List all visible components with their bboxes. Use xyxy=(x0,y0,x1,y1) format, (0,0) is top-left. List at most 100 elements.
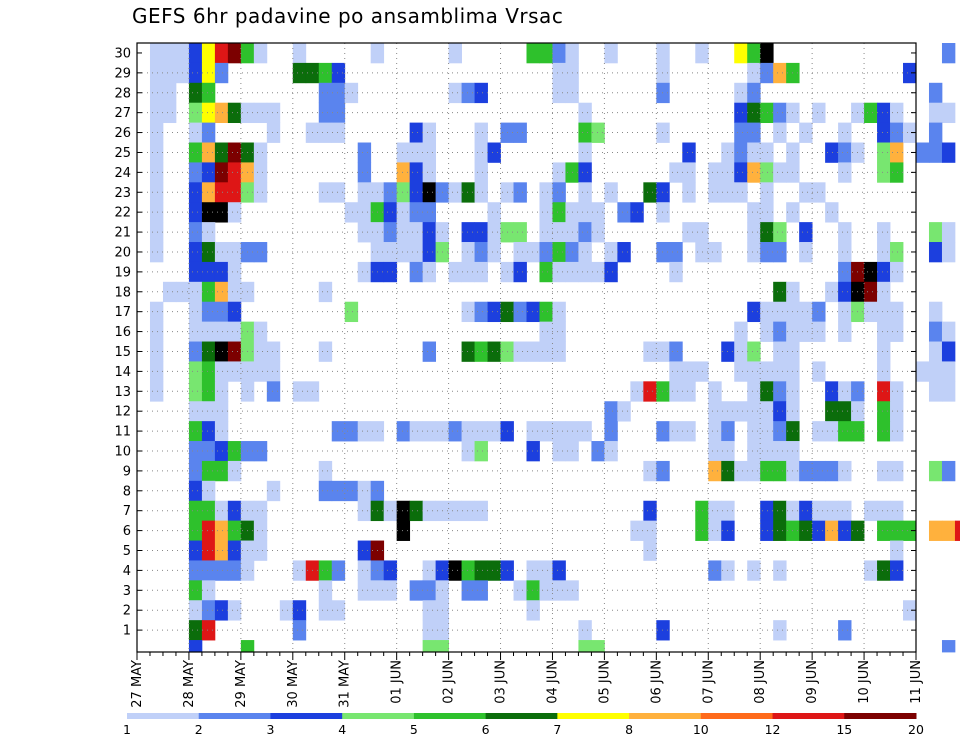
heatmap-cell xyxy=(734,82,748,104)
heatmap-cell xyxy=(253,162,268,183)
y-tick-label: 23 xyxy=(114,186,131,201)
heatmap-cell xyxy=(539,43,553,64)
heatmap-cell xyxy=(708,401,722,422)
heatmap-cell xyxy=(656,460,670,482)
heatmap-cell xyxy=(383,242,398,263)
heatmap-cell xyxy=(253,520,268,541)
heatmap-cell xyxy=(928,361,943,382)
heatmap-cell xyxy=(643,341,657,362)
heatmap-cell xyxy=(760,102,774,124)
heatmap-cell xyxy=(682,162,696,183)
heatmap-cell xyxy=(773,441,787,462)
heatmap-cell xyxy=(578,122,592,143)
heatmap-cell xyxy=(734,321,748,342)
heatmap-cell xyxy=(708,381,722,402)
heatmap-cell xyxy=(461,261,475,283)
heatmap-cell xyxy=(396,500,411,522)
heatmap-cell xyxy=(773,301,787,323)
heatmap-cell xyxy=(773,162,787,183)
heatmap-cell xyxy=(292,560,307,581)
heatmap-cell xyxy=(708,520,722,541)
heatmap-cell xyxy=(149,202,164,223)
heatmap-cell xyxy=(331,480,346,502)
heatmap-cell xyxy=(422,580,437,601)
heatmap-cell xyxy=(357,222,372,243)
heatmap-cell xyxy=(552,261,566,283)
heatmap-cell xyxy=(838,520,852,541)
heatmap-cell xyxy=(188,182,203,203)
heatmap-cell xyxy=(928,321,943,342)
heatmap-cell xyxy=(253,441,268,462)
heatmap-cell xyxy=(149,182,164,203)
heatmap-cell xyxy=(461,222,475,243)
legend-swatch xyxy=(629,713,702,719)
heatmap-cell xyxy=(227,520,242,541)
heatmap-cell xyxy=(539,202,553,223)
heatmap-cell xyxy=(188,480,203,502)
heatmap-cell xyxy=(890,421,904,442)
heatmap-cell xyxy=(682,182,696,203)
heatmap-cell xyxy=(773,560,787,581)
heatmap-cell xyxy=(825,202,839,223)
heatmap-cell xyxy=(643,500,657,522)
heatmap-cell xyxy=(214,301,229,323)
heatmap-cell xyxy=(941,341,956,362)
heatmap-cell xyxy=(578,102,592,124)
heatmap-cell xyxy=(344,480,359,502)
heatmap-cell xyxy=(201,620,216,641)
heatmap-cell xyxy=(253,321,268,342)
heatmap-cell xyxy=(422,341,437,362)
heatmap-cell xyxy=(487,560,501,581)
heatmap-cell xyxy=(188,162,203,183)
heatmap-cell xyxy=(526,43,540,64)
heatmap-cell xyxy=(214,361,229,382)
heatmap-cell xyxy=(318,182,333,203)
heatmap-cell xyxy=(552,560,566,581)
heatmap-cell xyxy=(474,500,488,522)
heatmap-cell xyxy=(227,441,242,462)
heatmap-cell xyxy=(214,600,229,621)
heatmap-cell xyxy=(773,520,787,541)
heatmap-cell xyxy=(409,580,424,601)
heatmap-cell xyxy=(201,222,216,243)
heatmap-cell xyxy=(747,460,761,482)
heatmap-cell xyxy=(357,560,372,581)
heatmap-cell xyxy=(526,242,540,263)
heatmap-cell xyxy=(513,182,527,203)
heatmap-cell xyxy=(877,500,891,522)
heatmap-cell xyxy=(903,62,917,84)
heatmap-cell xyxy=(201,82,216,104)
heatmap-cell xyxy=(747,202,761,223)
heatmap-cell xyxy=(357,142,372,163)
heatmap-cell xyxy=(799,242,813,263)
heatmap-cell xyxy=(838,500,852,522)
heatmap-cell xyxy=(526,421,540,442)
heatmap-cell xyxy=(773,122,787,143)
heatmap-cell xyxy=(266,381,281,402)
heatmap-cell xyxy=(838,460,852,482)
heatmap-cell xyxy=(188,600,203,621)
heatmap-cell xyxy=(604,261,618,283)
heatmap-cell xyxy=(409,222,424,243)
heatmap-cell xyxy=(656,202,670,223)
heatmap-cell xyxy=(422,640,437,653)
heatmap-cell xyxy=(760,301,774,323)
heatmap-cell xyxy=(539,301,553,323)
heatmap-cell xyxy=(604,43,618,64)
heatmap-cell xyxy=(214,62,229,84)
heatmap-cell xyxy=(227,321,242,342)
heatmap-cell xyxy=(941,460,956,482)
heatmap-cell xyxy=(877,401,891,422)
heatmap-cell xyxy=(331,122,346,143)
heatmap-cell xyxy=(760,202,774,223)
heatmap-cell xyxy=(422,202,437,223)
heatmap-cell xyxy=(188,560,203,581)
heatmap-cell xyxy=(539,341,553,362)
heatmap-cell xyxy=(604,242,618,263)
heatmap-cell xyxy=(773,102,787,124)
heatmap-cell xyxy=(214,341,229,362)
heatmap-cell xyxy=(617,242,631,263)
heatmap-cell xyxy=(526,600,540,621)
heatmap-cell xyxy=(448,560,462,581)
heatmap-cell xyxy=(656,620,670,641)
